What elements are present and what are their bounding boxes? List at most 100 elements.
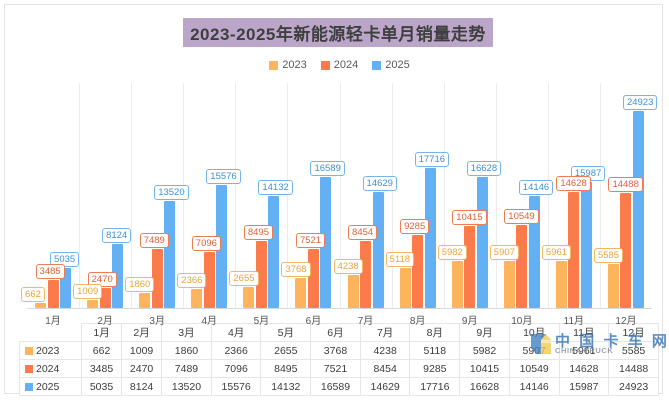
gridline <box>547 83 549 308</box>
gridline <box>443 83 445 308</box>
table-cell-2023-7月: 4238 <box>359 341 411 360</box>
legend-label: 2024 <box>333 59 359 71</box>
table-row-swatch-icon <box>25 364 33 373</box>
bar-2025-6月[interactable] <box>320 176 332 308</box>
bar-group-6月: 3768 7521 16589 <box>281 83 345 308</box>
bar-group-11月: 5961 14628 15987 <box>541 83 606 308</box>
table-cell-2025-6月: 16589 <box>310 377 361 396</box>
bar-group-3月: 1860 7489 13520 <box>125 83 189 308</box>
x-axis-line <box>27 308 652 309</box>
bar-2023-2月[interactable] <box>87 300 99 308</box>
bar-2025-7月[interactable] <box>372 192 384 308</box>
table-cell-2025-7月: 14629 <box>359 377 411 396</box>
table-cell-2023-5月: 2655 <box>260 341 312 360</box>
bar-label-2023-11月: 5961 <box>541 244 572 260</box>
table-row: 2025 5035 8124 13520 15576 14132 16589 14629 177… <box>19 377 659 396</box>
bar-2023-11月[interactable] <box>555 260 567 308</box>
gridline <box>131 83 133 308</box>
table-row-label: 2025 <box>36 380 60 393</box>
table-cell-2025-8月: 17716 <box>409 377 461 396</box>
bar-2024-2月[interactable] <box>99 288 111 308</box>
bar-2024-8月[interactable] <box>412 234 424 308</box>
table-col-header-6月: 6月 <box>310 323 361 342</box>
bar-2023-8月[interactable] <box>399 267 411 308</box>
bar-2024-9月[interactable] <box>464 225 476 308</box>
table-cell-2023-9月: 5982 <box>459 341 510 360</box>
table-cell-2025-3月: 13520 <box>161 377 212 396</box>
bar-2025-9月[interactable] <box>476 176 488 308</box>
bar-2025-10月[interactable] <box>528 196 540 308</box>
bar-2024-12月[interactable] <box>620 193 632 308</box>
bar-label-2024-2月: 2470 <box>87 272 117 288</box>
bar-2024-7月[interactable] <box>360 241 372 308</box>
x-tick-6月: 6月 <box>305 316 322 327</box>
bar-2023-5月[interactable] <box>243 287 255 308</box>
bar-label-2025-10月: 14146 <box>518 180 554 196</box>
bar-2023-7月[interactable] <box>347 274 359 308</box>
table-cell-2023-10月: 5907 <box>508 341 560 360</box>
table-row-swatch-icon <box>25 346 33 355</box>
bar-2025-12月[interactable] <box>632 111 644 308</box>
bar-label-2024-8月: 9285 <box>400 218 430 234</box>
bar-label-2023-1月: 662 <box>21 286 45 302</box>
bar-2025-8月[interactable] <box>424 167 436 308</box>
chart-legend: 2023 2024 2025 <box>5 59 669 71</box>
table-cell-2024-11月: 14628 <box>558 359 610 378</box>
bar-2024-3月[interactable] <box>151 248 163 308</box>
bar-label-2024-6月: 7521 <box>295 232 326 248</box>
chart-plot-area: 662 3485 5035 1009 2470 8124 1860 7489 13520 2366… <box>21 83 658 308</box>
table-cell-2024-8月: 9285 <box>409 359 461 378</box>
bar-2025-4月[interactable] <box>216 184 228 308</box>
bar-2024-1月[interactable] <box>47 280 59 308</box>
bar-label-2023-4月: 2366 <box>177 273 207 289</box>
bar-label-2023-7月: 4238 <box>333 258 363 274</box>
bar-label-2025-3月: 13520 <box>154 185 189 201</box>
legend-item-2023[interactable]: 2023 <box>269 59 307 71</box>
bar-2024-10月[interactable] <box>516 224 528 308</box>
bar-2023-9月[interactable] <box>451 260 463 308</box>
bar-2024-5月[interactable] <box>255 240 267 308</box>
bar-label-2023-8月: 5118 <box>385 251 415 267</box>
bar-2023-6月[interactable] <box>295 278 307 308</box>
bar-2024-11月[interactable] <box>568 192 580 308</box>
bar-2024-6月[interactable] <box>307 248 319 308</box>
table-cell-2024-5月: 8495 <box>260 359 312 378</box>
bar-group-4月: 2366 7096 15576 <box>177 83 241 308</box>
bar-2025-2月[interactable] <box>112 243 124 308</box>
bar-2025-1月[interactable] <box>60 268 72 308</box>
legend-item-2024[interactable]: 2024 <box>320 59 359 71</box>
bar-2023-12月[interactable] <box>607 263 619 308</box>
bar-label-2024-5月: 8495 <box>243 224 273 240</box>
bar-label-2025-8月: 17716 <box>414 151 450 167</box>
bar-2025-3月[interactable] <box>164 201 176 308</box>
x-tick-2月: 2月 <box>97 316 113 327</box>
bar-2023-4月[interactable] <box>191 289 203 308</box>
bar-label-2025-5月: 14132 <box>258 180 293 196</box>
bar-2023-3月[interactable] <box>139 293 151 308</box>
x-tick-12月: 12月 <box>615 316 637 327</box>
bar-2023-10月[interactable] <box>503 261 515 308</box>
bar-group-5月: 2655 8495 14132 <box>229 83 293 308</box>
table-cell-2023-4月: 2366 <box>210 341 262 360</box>
table-cell-2025-5月: 14132 <box>260 377 312 396</box>
table-cell-2023-2月: 1009 <box>121 341 163 360</box>
bar-label-2025-6月: 16589 <box>310 160 345 176</box>
bar-label-2024-10月: 10549 <box>504 208 539 224</box>
bar-label-2024-4月: 7096 <box>191 235 221 251</box>
legend-item-2025[interactable]: 2025 <box>372 59 410 71</box>
table-row-label: 2023 <box>36 344 60 357</box>
bar-label-2023-3月: 1860 <box>125 277 155 293</box>
bar-2023-1月[interactable] <box>35 302 47 308</box>
table-cell-2023-3月: 1860 <box>161 341 212 360</box>
table-cell-2024-3月: 7489 <box>161 359 212 378</box>
bar-2025-5月[interactable] <box>268 196 280 308</box>
table-cell-2024-1月: 3485 <box>80 359 123 378</box>
chart-frame: 2023-2025年新能源轻卡单月销量走势 2023 2024 2025 662 34… <box>4 4 667 396</box>
bar-2025-11月[interactable] <box>580 181 592 308</box>
bar-group-1月: 662 3485 5035 <box>21 83 80 308</box>
table-cell-2025-9月: 16628 <box>459 377 510 396</box>
bar-2024-4月[interactable] <box>203 251 215 308</box>
table-row-header-2024: 2024 <box>19 359 82 378</box>
table-cell-2025-11月: 15987 <box>558 377 610 396</box>
table-row: 2023 662 1009 1860 2366 2655 3768 4238 5118 5982 5… <box>19 341 659 360</box>
